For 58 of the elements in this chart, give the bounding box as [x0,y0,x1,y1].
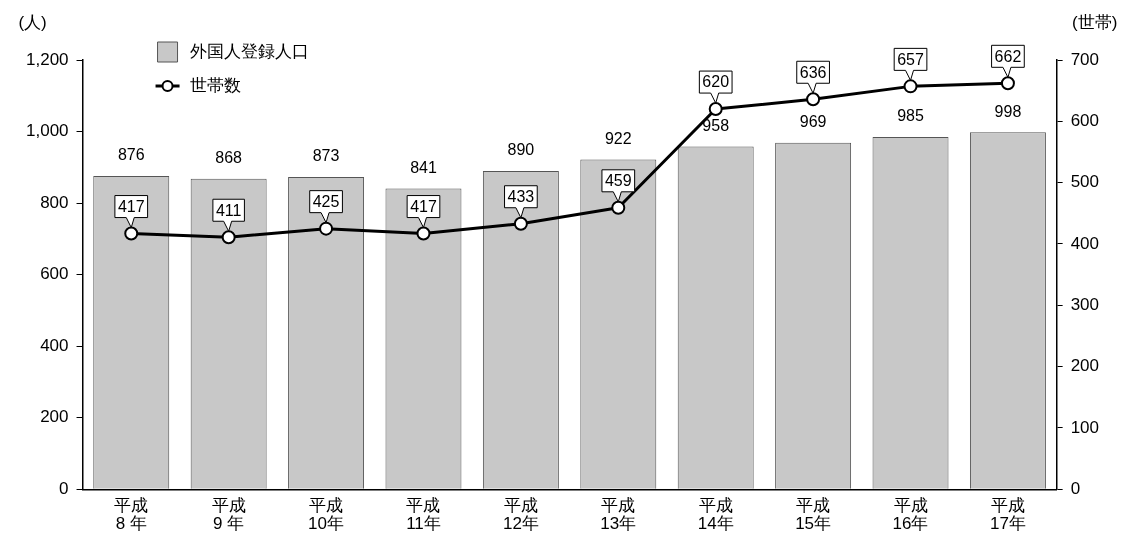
data-label: 890 [507,141,535,159]
y-tick-label: 200 [40,407,69,427]
data-label: 868 [215,149,243,167]
point [903,79,918,94]
y2-tick-label: 600 [1070,111,1100,131]
data-label: 417 [117,197,145,215]
data-label: 433 [507,188,535,206]
y2-tick-label: 500 [1070,172,1100,192]
data-label: 417 [410,197,437,215]
y2-tick-label: 300 [1070,295,1100,314]
point [513,216,528,231]
y2-tick-label: 200 [1070,356,1100,376]
y-tick-label: 600 [40,264,69,284]
legend-label: 外国人登録人口 [189,41,309,61]
x-tick-label: 平成 9 年 [211,495,246,533]
point [1000,76,1015,91]
y-tick-label: 0 [59,478,69,498]
legend-label: 世帯数 [189,75,241,95]
y2-tick-label: 700 [1070,49,1100,69]
data-label: 998 [994,102,1022,120]
data-label: 636 [799,63,827,81]
x-tick-label: 平成 14年 [697,495,734,533]
y2-tick-label: 0 [1070,478,1081,498]
x-tick-label: 平成 17年 [989,495,1026,533]
data-label: 922 [604,129,632,147]
y-tick-label: 1,200 [25,49,69,69]
data-label: 985 [897,107,924,125]
data-label: 662 [994,47,1022,65]
data-label: 620 [702,73,730,91]
y2-tick-label: 400 [1070,233,1100,253]
x-tick-label: 平成 10年 [308,495,345,533]
y-tick-label: 400 [40,335,69,355]
x-tick-label: 平成 12年 [502,495,539,533]
point [611,200,626,215]
point [416,226,431,241]
y2-tick-label: 100 [1070,417,1100,437]
y-tick-label: 1,000 [25,121,69,141]
point [708,102,723,117]
data-label: 969 [799,113,827,131]
y2-axis-title: (世帯) [1071,13,1118,33]
point [221,230,236,245]
point [124,226,139,241]
x-tick-label: 平成 11年 [406,495,441,533]
data-label: 459 [604,172,632,190]
point [319,221,334,236]
y-tick-label: 800 [40,192,69,212]
data-label: 411 [215,201,242,219]
data-label: 657 [897,50,924,68]
x-tick-label: 平成 13年 [600,495,637,533]
x-tick-label: 平成 8 年 [114,495,149,533]
x-tick-label: 平成 16年 [892,495,929,533]
data-label: 425 [312,193,340,211]
data-label: 841 [410,158,437,176]
x-tick-label: 平成 15年 [795,495,832,533]
point [806,92,821,107]
data-label: 876 [117,146,145,164]
data-label: 873 [312,147,340,165]
y-axis-title: (人) [18,13,47,33]
